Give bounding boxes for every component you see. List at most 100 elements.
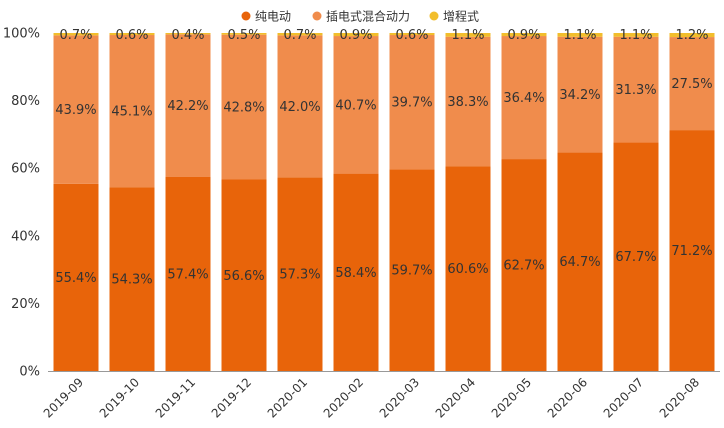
data-label: 0.6% <box>395 28 428 43</box>
bar-segment <box>165 33 211 35</box>
x-tick-label: 2019-12 <box>209 375 254 420</box>
bar-segment <box>669 33 715 38</box>
data-label: 57.4% <box>167 267 208 282</box>
data-label: 64.7% <box>559 255 600 270</box>
data-label: 0.6% <box>115 28 148 43</box>
bar-segment <box>165 176 211 371</box>
bar-segment <box>445 33 491 37</box>
bar-segment <box>109 33 155 36</box>
x-tick-label: 2019-09 <box>41 375 86 420</box>
bar-segment <box>389 169 435 371</box>
bar-segment <box>221 179 267 371</box>
bar-segment <box>221 34 267 180</box>
data-label: 42.2% <box>167 99 208 114</box>
y-axis: 0% 20% 40% 60% 80% 100% <box>3 27 40 380</box>
x-tick-label: 2020-03 <box>377 375 422 420</box>
bar-segment <box>333 33 379 37</box>
data-label: 59.7% <box>391 264 432 279</box>
data-label: 27.5% <box>671 77 712 92</box>
x-tick-label: 2020-04 <box>433 375 478 420</box>
legend-marker-3 <box>429 11 439 21</box>
bar-segment <box>445 36 491 167</box>
y-tick-label: 80% <box>11 94 40 109</box>
data-label: 1.1% <box>619 28 652 43</box>
bar-segment <box>109 187 155 371</box>
bar-segment <box>669 37 715 131</box>
bar-segment <box>501 33 547 37</box>
x-tick-label: 2020-02 <box>321 375 366 420</box>
bar-segment <box>445 166 491 371</box>
data-label: 1.1% <box>563 28 596 43</box>
x-tick-label: 2020-06 <box>545 375 590 420</box>
bar-segment <box>277 33 323 36</box>
y-tick-label: 40% <box>11 229 40 244</box>
bar-segment <box>669 130 715 371</box>
data-label: 42.0% <box>279 100 320 115</box>
legend-label-1: 纯电动 <box>255 10 291 24</box>
legend: 纯电动 插电式混合动力 增程式 <box>241 9 479 24</box>
data-label: 45.1% <box>111 105 152 120</box>
bar-segment <box>277 35 323 178</box>
data-label: 43.9% <box>55 103 96 118</box>
bars <box>53 33 715 371</box>
bar-segment <box>109 35 155 188</box>
data-label: 55.4% <box>55 271 96 286</box>
data-label: 31.3% <box>615 83 656 98</box>
bar-segment <box>501 36 547 160</box>
legend-label-2: 插电式混合动力 <box>326 9 410 24</box>
x-tick-label: 2020-01 <box>265 375 310 420</box>
x-tick-label: 2019-11 <box>153 375 198 420</box>
data-labels: 55.4% 43.9% 0.7% 54.3% 45.1% 0.6% 57.4% 42.2% 0.… <box>55 28 712 288</box>
y-tick-label: 0% <box>19 365 40 380</box>
x-tick-label: 2019-10 <box>97 375 142 420</box>
bar-segment <box>165 34 211 177</box>
data-label: 0.5% <box>227 28 260 43</box>
data-label: 40.7% <box>335 98 376 113</box>
legend-marker-2 <box>312 11 322 21</box>
data-label: 34.2% <box>559 88 600 103</box>
legend-label-3: 增程式 <box>443 9 479 24</box>
bar-segment <box>613 142 659 371</box>
data-label: 0.9% <box>339 28 372 43</box>
bar-segment <box>557 152 603 371</box>
x-tick-label: 2020-07 <box>601 375 646 420</box>
data-label: 60.6% <box>447 262 488 277</box>
data-label: 1.2% <box>675 28 708 43</box>
data-label: 71.2% <box>671 244 712 259</box>
data-label: 0.7% <box>59 28 92 43</box>
bar-segment <box>53 33 99 36</box>
bar-segment <box>221 33 267 35</box>
bar-segment <box>333 173 379 371</box>
x-tick-label: 2020-08 <box>657 375 702 420</box>
data-label: 57.3% <box>279 268 320 283</box>
data-label: 39.7% <box>391 96 432 111</box>
data-label: 67.7% <box>615 250 656 265</box>
bar-segment <box>277 177 323 371</box>
data-label: 36.4% <box>503 91 544 106</box>
data-label: 0.9% <box>507 28 540 43</box>
bar-segment <box>53 183 99 371</box>
bar-segment <box>501 159 547 371</box>
data-label: 1.1% <box>451 28 484 43</box>
bar-segment <box>613 36 659 143</box>
bar-segment <box>613 33 659 37</box>
bar-segment <box>557 36 603 153</box>
data-label: 54.3% <box>111 273 152 288</box>
y-tick-label: 20% <box>11 297 40 312</box>
bar-segment <box>333 36 379 174</box>
data-label: 42.8% <box>223 101 264 116</box>
data-label: 38.3% <box>447 95 488 110</box>
x-axis: 2019-09 2019-10 2019-11 2019-12 2020-01 2020-… <box>41 371 720 421</box>
x-tick-label: 2020-05 <box>489 375 534 420</box>
y-tick-label: 60% <box>11 162 40 177</box>
y-tick-label: 100% <box>3 27 40 42</box>
data-label: 56.6% <box>223 269 264 284</box>
data-label: 0.4% <box>171 28 204 43</box>
legend-marker-1 <box>241 11 251 21</box>
bar-segment <box>557 33 603 37</box>
data-label: 62.7% <box>503 259 544 274</box>
bar-segment <box>53 35 99 184</box>
bar-segment <box>389 35 435 170</box>
bar-segment <box>389 33 435 36</box>
